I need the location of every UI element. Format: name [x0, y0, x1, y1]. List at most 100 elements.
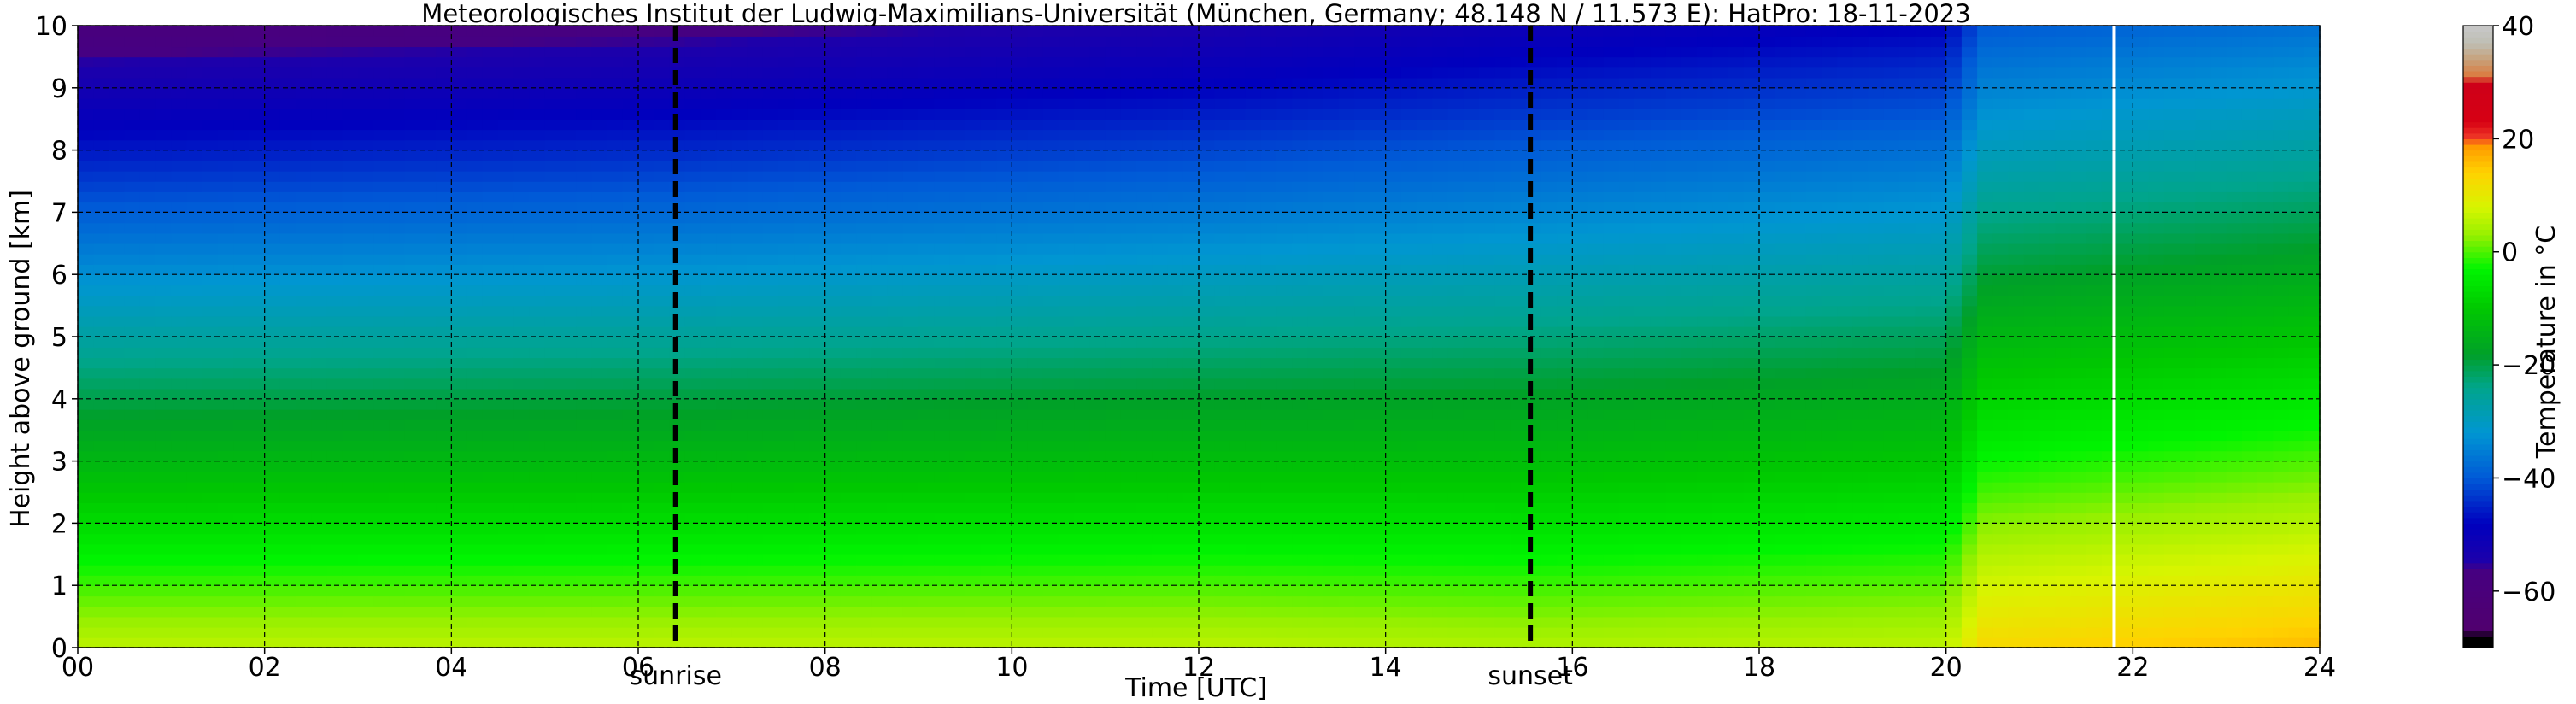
heatmap-cell: [326, 637, 343, 648]
heatmap-cell: [1027, 191, 1044, 203]
heatmap-cell: [607, 26, 624, 37]
heatmap-cell: [186, 606, 203, 618]
heatmap-cell: [513, 264, 531, 275]
heatmap-cell: [155, 419, 173, 431]
heatmap-cell: [1354, 481, 1371, 493]
heatmap-cell: [389, 585, 406, 597]
heatmap-cell: [638, 77, 655, 89]
heatmap-cell: [1074, 243, 1091, 255]
heatmap-cell: [1339, 378, 1356, 390]
heatmap-cell: [93, 616, 110, 628]
heatmap-cell: [1276, 232, 1294, 244]
heatmap-cell: [358, 616, 375, 628]
heatmap-cell: [716, 554, 733, 566]
heatmap-cell: [1059, 626, 1076, 638]
heatmap-cell: [654, 97, 671, 109]
heatmap-cell: [1199, 575, 1216, 586]
heatmap-cell: [279, 398, 296, 410]
heatmap-cell: [389, 26, 406, 37]
heatmap-cell: [1292, 430, 1309, 442]
heatmap-cell: [934, 181, 951, 192]
heatmap-cell: [622, 492, 639, 503]
heatmap-cell: [124, 160, 141, 172]
heatmap-cell: [513, 56, 531, 68]
heatmap-cell: [980, 150, 997, 161]
heatmap-cell: [326, 264, 343, 275]
heatmap-cell: [762, 626, 779, 638]
heatmap-cell: [78, 160, 95, 172]
heatmap-cell: [342, 97, 359, 109]
heatmap-cell: [918, 595, 936, 607]
heatmap-cell: [1012, 440, 1029, 452]
heatmap-cell: [139, 191, 156, 203]
heatmap-cell: [544, 408, 561, 420]
heatmap-cell: [1214, 222, 1231, 234]
heatmap-cell: [342, 129, 359, 141]
heatmap-cell: [1074, 430, 1091, 442]
heatmap-cell: [1199, 637, 1216, 648]
heatmap-cell: [560, 533, 577, 545]
heatmap-cell: [124, 533, 141, 545]
heatmap-cell: [389, 461, 406, 472]
heatmap-cell: [186, 595, 203, 607]
heatmap-cell: [218, 430, 235, 442]
heatmap-cell: [373, 575, 390, 586]
heatmap-cell: [871, 212, 889, 224]
heatmap-cell: [311, 513, 328, 525]
heatmap-cell: [887, 481, 904, 493]
heatmap-cell: [824, 253, 842, 265]
heatmap-cell: [591, 575, 608, 586]
heatmap-cell: [279, 378, 296, 390]
heatmap-cell: [1370, 523, 1387, 535]
heatmap-cell: [1105, 513, 1122, 525]
heatmap-cell: [233, 295, 250, 307]
heatmap-cell: [1105, 481, 1122, 493]
heatmap-cell: [638, 481, 655, 493]
heatmap-cell: [918, 419, 936, 431]
heatmap-cell: [124, 461, 141, 472]
heatmap-cell: [560, 46, 577, 58]
heatmap-cell: [840, 191, 857, 203]
heatmap-cell: [311, 139, 328, 151]
heatmap-cell: [716, 243, 733, 255]
heatmap-cell: [1323, 150, 1340, 161]
heatmap-cell: [1214, 181, 1231, 192]
heatmap-cell: [93, 36, 110, 48]
heatmap-cell: [186, 533, 203, 545]
heatmap-cell: [513, 160, 531, 172]
heatmap-cell: [1354, 46, 1371, 58]
heatmap-cell: [918, 191, 936, 203]
heatmap-cell: [716, 492, 733, 503]
heatmap-cell: [1027, 202, 1044, 214]
heatmap-cell: [93, 139, 110, 151]
heatmap-cell: [1307, 378, 1324, 390]
heatmap-cell: [1245, 295, 1262, 307]
heatmap-cell: [996, 471, 1013, 483]
heatmap-cell: [171, 139, 188, 151]
heatmap-cell: [326, 523, 343, 535]
heatmap-cell: [1199, 212, 1216, 224]
heatmap-cell: [965, 139, 982, 151]
heatmap-cell: [109, 398, 126, 410]
heatmap-cell: [747, 87, 764, 99]
heatmap-cell: [326, 450, 343, 462]
heatmap-cell: [124, 492, 141, 503]
heatmap-cell: [233, 337, 250, 348]
heatmap-cell: [1074, 129, 1091, 141]
heatmap-cell: [856, 337, 873, 348]
heatmap-cell: [311, 347, 328, 359]
heatmap-cell: [124, 77, 141, 89]
heatmap-cell: [529, 626, 546, 638]
heatmap-cell: [389, 440, 406, 452]
heatmap-cell: [311, 585, 328, 597]
heatmap-cell: [762, 191, 779, 203]
heatmap-cell: [684, 212, 701, 224]
heatmap-cell: [296, 129, 313, 141]
heatmap-cell: [1354, 305, 1371, 317]
heatmap-cell: [218, 378, 235, 390]
heatmap-cell: [202, 56, 219, 68]
heatmap-cell: [654, 367, 671, 379]
heatmap-cell: [264, 109, 281, 120]
heatmap-cell: [1042, 212, 1059, 224]
heatmap-cell: [684, 378, 701, 390]
